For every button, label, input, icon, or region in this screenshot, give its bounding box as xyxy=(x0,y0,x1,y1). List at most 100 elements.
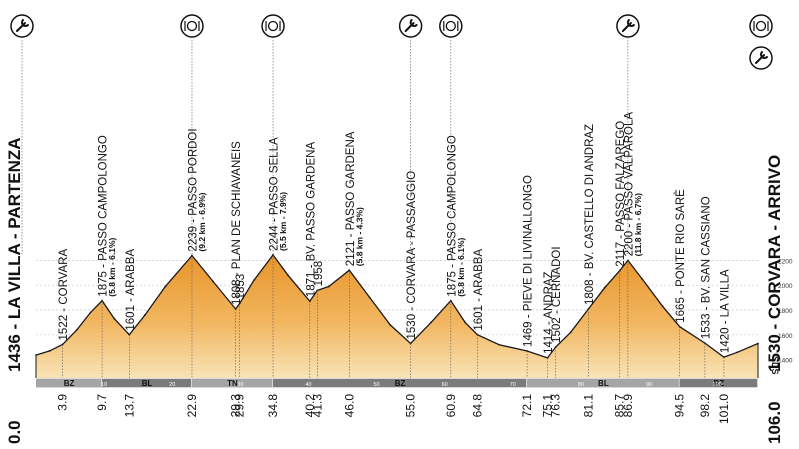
point-label: 2244 - PASSO SELLA xyxy=(269,137,281,251)
profile-point xyxy=(327,285,330,288)
province-label: BZ xyxy=(64,379,75,388)
profile-point xyxy=(48,350,51,352)
profile-point xyxy=(75,328,78,331)
y-tick-label: 1600 xyxy=(778,333,793,340)
point-sublabel: (5.5 km - 7.9%) xyxy=(278,192,288,251)
km-label: 3.9 xyxy=(56,394,70,411)
elevation-profile xyxy=(35,253,759,378)
point-label: 1853 xyxy=(235,274,247,300)
profile-point xyxy=(368,296,371,299)
point-label: 2200 - PASSO VALPAROLA xyxy=(623,112,635,257)
km-marker: 50 xyxy=(374,382,380,388)
point-label: 1601 - ARABBA xyxy=(125,249,137,331)
profile-point xyxy=(661,305,664,308)
point-sublabel: (9.2 km - 6.9%) xyxy=(197,192,207,251)
province-segment xyxy=(102,379,191,387)
wrench-shape xyxy=(755,51,768,64)
km-marker: 100 xyxy=(713,382,722,388)
point-label: 1469 - PIEVE DI LIVINALLONGO xyxy=(523,175,535,347)
profile-point xyxy=(498,343,501,346)
province-segment xyxy=(36,379,102,387)
km-label: 86.9 xyxy=(621,394,635,418)
km-marker: 60 xyxy=(442,382,448,388)
province-label: TN xyxy=(227,379,238,388)
profile-point xyxy=(212,280,214,283)
km-label: 72.1 xyxy=(520,394,534,418)
start-km: 0.0 xyxy=(5,420,24,444)
point-label: 1414 - ANDRAZ xyxy=(543,271,555,353)
point-sublabel: (5.8 km - 4.3%) xyxy=(354,207,364,266)
point-label: 1502 - CERNADOI xyxy=(551,246,563,343)
province-band: BZ BL TN BZ BL BZ 10 20 30 40 50 60 70 80 90 100 xyxy=(36,378,758,388)
feed-plate-icon xyxy=(749,14,773,38)
point-label: 1808 - PLAN DE SCHIAVANEIS xyxy=(231,141,243,305)
profile-point xyxy=(164,285,167,288)
y-tick-label: 2000 xyxy=(778,283,793,290)
point-label: 1871 - BV. PASSO GARDENA xyxy=(305,142,317,298)
profile-point xyxy=(464,321,467,324)
y-axis-ticks: 1400 1600 1800 2000 2200 SDS xyxy=(770,258,793,374)
km-label: 55.0 xyxy=(404,394,418,418)
y-tick-label: 1800 xyxy=(778,308,793,315)
km-label: 94.5 xyxy=(673,394,687,418)
km-label: 85.7 xyxy=(613,394,627,418)
point-labels: 3.9 9.7 13.7 22.9 29.329.9 34.8 40.241.3 46.0 55… xyxy=(56,112,732,424)
feed-plate-icon-ring xyxy=(439,14,463,38)
plate-shape xyxy=(755,20,767,32)
wrench-shape xyxy=(621,19,635,32)
plate-shape xyxy=(267,20,279,32)
point-label: 1530 - CORVARA - PASSAGGIO xyxy=(406,171,418,340)
province-segment xyxy=(191,379,273,387)
wrench-icon xyxy=(749,46,773,70)
province-segment xyxy=(273,379,527,387)
wrench-shape xyxy=(404,19,418,32)
point-label: 1875 - PASSO CAMPOLONGO xyxy=(98,135,110,297)
point-label: 1808 - BV. CASTELLO DI ANDRAZ xyxy=(584,124,596,305)
profile-point xyxy=(641,278,644,280)
km-label: 75.1 xyxy=(541,394,555,418)
km-marker: 90 xyxy=(646,382,652,388)
province-segment xyxy=(527,379,679,387)
point-label: 1665 - PONTE RIO SARÈ xyxy=(674,189,687,323)
profile-point xyxy=(389,323,392,326)
km-label: 40.2 xyxy=(303,394,317,418)
point-label: 1958 xyxy=(313,261,325,287)
point-label: 2117 - PASSO FALZAREGO xyxy=(615,121,627,267)
km-label: 101.0 xyxy=(717,394,731,424)
label-leader-lines xyxy=(62,254,725,388)
feed-plate-icon xyxy=(261,14,285,38)
y-tick-label: 2200 xyxy=(778,258,793,265)
km-label: 60.9 xyxy=(444,394,458,418)
start-finish-labels: 1436 - LA VILLA - PARTENZA 0.0 1530 - CORV… xyxy=(5,137,784,444)
profile-point xyxy=(603,286,606,289)
km-label: 9.7 xyxy=(95,394,109,411)
province-segment xyxy=(679,379,757,387)
km-label: 64.8 xyxy=(470,394,484,418)
point-label: 1533 - BV. SAN CASSIANO xyxy=(700,196,712,339)
service-icons xyxy=(10,14,773,255)
wrench-shape xyxy=(16,19,29,32)
province-label: BZ xyxy=(713,379,724,388)
km-label: 76.3 xyxy=(549,394,563,418)
profile-point xyxy=(113,317,116,320)
km-marker: 80 xyxy=(578,382,584,388)
feed-plate-icon-ring xyxy=(180,14,204,38)
wrench-icon xyxy=(10,14,34,38)
km-label: 81.1 xyxy=(581,394,595,418)
finish-label: 1530 - CORVARA - ARRIVO xyxy=(765,155,784,372)
km-marker: 30 xyxy=(237,382,243,388)
start-label: 1436 - LA VILLA - PARTENZA xyxy=(5,137,24,372)
km-label: 13.7 xyxy=(122,394,136,418)
point-sublabel: (5.8 km - 6.1%) xyxy=(107,237,117,296)
province-label: BZ xyxy=(395,379,406,388)
profile-point xyxy=(253,279,255,282)
km-label: 98.2 xyxy=(698,394,712,418)
wrench-icon xyxy=(616,14,640,38)
km-label: 22.9 xyxy=(185,394,199,418)
feed-plate-icon xyxy=(180,14,204,38)
km-marker: 40 xyxy=(305,382,311,388)
point-sublabel: (5.8 km - 6.1%) xyxy=(456,237,466,296)
y-tick-label: 1400 xyxy=(778,358,793,365)
point-label: 1875 - PASSO CAMPOLONGO xyxy=(446,135,458,297)
